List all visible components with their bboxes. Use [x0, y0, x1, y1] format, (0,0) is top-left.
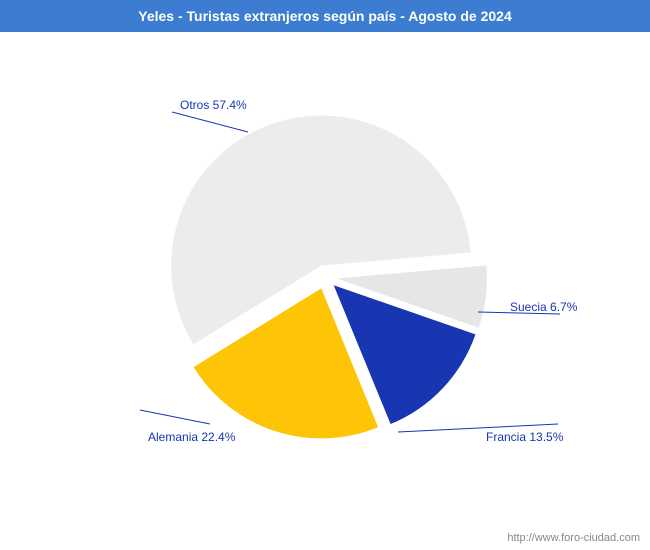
leader-line [172, 112, 248, 132]
chart-title-bar: Yeles - Turistas extranjeros según país … [0, 0, 650, 32]
slice-label: Alemania 22.4% [148, 430, 235, 444]
leader-line [140, 410, 210, 424]
chart-title: Yeles - Turistas extranjeros según país … [138, 8, 511, 24]
slice-label: Otros 57.4% [180, 98, 247, 112]
pie-chart-area: Suecia 6.7% Francia 13.5% Alemania 22.4% Ot… [0, 32, 650, 522]
slice-label: Suecia 6.7% [510, 300, 577, 314]
label-leader-lines [0, 32, 650, 522]
footer-credit: http://www.foro-ciudad.com [507, 532, 640, 544]
slice-label: Francia 13.5% [486, 430, 563, 444]
